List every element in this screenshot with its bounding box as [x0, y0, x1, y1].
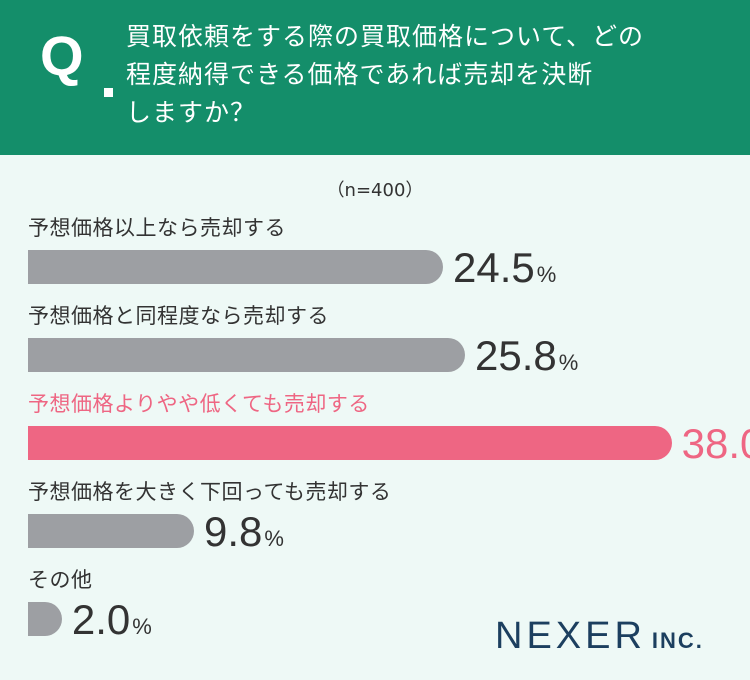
bar-value-1: 24.5%	[453, 247, 556, 289]
bar-label-3: 予想価格よりやや低くても売却する	[28, 392, 370, 416]
bar-label-1: 予想価格以上なら売却する	[28, 216, 286, 240]
question-text: 買取依頼をする際の買取価格について、どの 程度納得できる価格であれば売却を決断 …	[126, 18, 726, 132]
sample-size-note: （n=400）	[326, 180, 424, 201]
question-header: Q 買取依頼をする際の買取価格について、どの 程度納得できる価格であれば売却を決…	[0, 0, 750, 155]
bar-5	[28, 602, 62, 636]
bar-label-2: 予想価格と同程度なら売却する	[28, 304, 329, 328]
bar-value-4: 9.8%	[204, 511, 284, 553]
bar-value-number: 24.5	[453, 244, 535, 291]
bar-label-5: その他	[28, 568, 93, 592]
bar-value-5: 2.0%	[72, 599, 152, 641]
bar-value-3: 38.0%	[682, 423, 750, 465]
question-line-3: しますか？	[126, 98, 257, 127]
nexer-logo: NEXER INC.	[495, 617, 704, 655]
bar-value-unit: %	[264, 526, 284, 551]
bar-3	[28, 426, 672, 460]
bar-value-number: 9.8	[204, 508, 263, 555]
bar-4	[28, 514, 194, 548]
logo-name: NEXER	[495, 615, 646, 657]
question-line-2: 程度納得できる価格であれば売却を決断	[126, 60, 594, 89]
q-mark: Q	[40, 24, 84, 87]
bar-label-4: 予想価格を大きく下回っても売却する	[28, 480, 392, 504]
bar-value-number: 25.8	[475, 332, 557, 379]
bar-value-unit: %	[558, 350, 579, 375]
bar-value-2: 25.8%	[475, 335, 578, 377]
q-dot	[104, 88, 113, 97]
bar-value-number: 38.0	[681, 420, 750, 467]
bar-value-number: 2.0	[71, 596, 131, 643]
logo-suffix: INC.	[651, 628, 704, 653]
question-line-1: 買取依頼をする際の買取価格について、どの	[126, 22, 645, 51]
bar-1	[28, 250, 443, 284]
bar-value-unit: %	[132, 614, 152, 639]
bar-value-unit: %	[536, 262, 557, 287]
bar-2	[28, 338, 466, 372]
